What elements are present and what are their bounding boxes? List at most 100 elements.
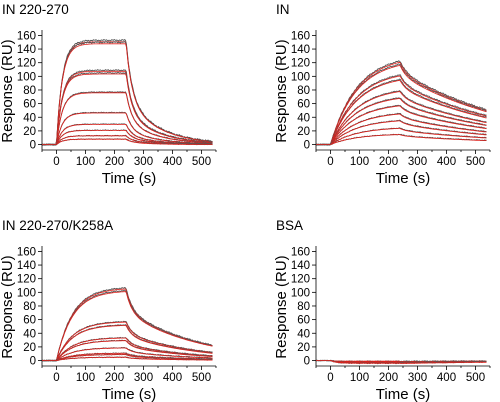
y-tick-label: 40 <box>23 328 36 340</box>
y-tick-label: 20 <box>23 126 36 138</box>
y-tick-label: 80 <box>297 301 310 313</box>
x-tick-label: 100 <box>350 372 369 384</box>
x-tick-label: 0 <box>53 156 59 168</box>
panel-title: IN 220-270 <box>2 2 69 17</box>
x-tick-label: 200 <box>379 372 398 384</box>
y-tick-label: 140 <box>291 260 310 272</box>
x-tick-label: 400 <box>163 372 182 384</box>
traces <box>316 60 487 146</box>
y-tick-label: 80 <box>23 301 36 313</box>
y-tick-label: 140 <box>17 260 36 272</box>
fit-trace <box>316 64 487 145</box>
fit-trace <box>42 347 213 361</box>
fit-trace <box>316 105 487 145</box>
fit-trace <box>316 75 487 145</box>
fit-trace <box>42 291 213 361</box>
fit-trace <box>42 43 213 145</box>
x-tick-label: 300 <box>408 372 427 384</box>
y-tick-label: 80 <box>297 85 310 97</box>
x-tick-label: 200 <box>105 372 124 384</box>
x-tick-label: 0 <box>53 372 59 384</box>
x-tick-label: 500 <box>192 156 211 168</box>
y-tick-label: 100 <box>17 287 36 299</box>
y-tick-label: 60 <box>23 315 36 327</box>
panel-title: IN 220-270/K258A <box>2 218 113 233</box>
y-tick-label: 80 <box>23 85 36 97</box>
y-tick-label: 160 <box>291 246 310 258</box>
y-tick-label: 120 <box>291 58 310 70</box>
fit-trace <box>42 73 213 145</box>
x-tick-label: 200 <box>105 156 124 168</box>
x-tick-label: 400 <box>437 156 456 168</box>
traces <box>316 359 487 365</box>
y-tick-label: 120 <box>291 274 310 286</box>
x-axis-title: Time (s) <box>376 386 430 402</box>
y-tick-label: 60 <box>23 99 36 111</box>
y-tick-label: 0 <box>30 140 36 152</box>
x-axis-title: Time (s) <box>376 170 430 187</box>
traces <box>42 38 213 147</box>
y-axis-title: Response (RU) <box>273 255 290 358</box>
y-tick-label: 140 <box>291 44 310 56</box>
x-axis-title: Time (s) <box>102 386 156 402</box>
y-tick-label: 120 <box>17 58 36 70</box>
x-tick-label: 400 <box>163 156 182 168</box>
fit-trace <box>316 134 487 145</box>
y-axis-title: Response (RU) <box>0 39 16 142</box>
fit-trace <box>316 61 487 145</box>
x-tick-label: 400 <box>437 372 456 384</box>
fit-trace <box>42 92 213 145</box>
x-tick-label: 500 <box>466 372 485 384</box>
y-tick-label: 120 <box>17 274 36 286</box>
x-tick-label: 100 <box>76 372 95 384</box>
y-tick-label: 40 <box>297 112 310 124</box>
fit-trace <box>316 127 487 145</box>
x-tick-label: 200 <box>379 156 398 168</box>
y-tick-label: 20 <box>297 342 310 354</box>
x-axis-title: Time (s) <box>102 170 156 187</box>
panel-title: BSA <box>276 218 303 233</box>
y-tick-label: 160 <box>17 246 36 258</box>
y-tick-label: 0 <box>304 140 310 152</box>
fit-trace <box>42 356 213 361</box>
fit-trace <box>42 112 213 145</box>
x-tick-label: 500 <box>466 156 485 168</box>
y-tick-label: 160 <box>17 30 36 42</box>
x-tick-label: 100 <box>350 156 369 168</box>
y-tick-label: 100 <box>17 71 36 83</box>
y-tick-label: 0 <box>304 356 310 368</box>
fit-trace <box>316 360 487 364</box>
fit-trace <box>316 120 487 145</box>
fit-trace <box>42 354 213 361</box>
x-tick-label: 300 <box>408 156 427 168</box>
fit-trace <box>316 113 487 145</box>
fit-trace <box>316 79 487 145</box>
y-tick-label: 160 <box>291 30 310 42</box>
y-tick-label: 60 <box>297 315 310 327</box>
y-tick-label: 100 <box>291 287 310 299</box>
x-tick-label: 300 <box>134 372 153 384</box>
y-tick-label: 20 <box>23 342 36 354</box>
x-tick-label: 0 <box>327 372 333 384</box>
fit-trace <box>42 340 213 361</box>
y-tick-label: 100 <box>291 71 310 83</box>
traces <box>42 286 213 362</box>
x-tick-label: 300 <box>134 156 153 168</box>
x-tick-label: 500 <box>192 372 211 384</box>
panel-title: IN <box>276 2 290 17</box>
x-tick-label: 0 <box>327 156 333 168</box>
y-tick-label: 60 <box>297 99 310 111</box>
fit-trace <box>316 91 487 145</box>
fit-trace <box>42 324 213 361</box>
y-tick-label: 140 <box>17 44 36 56</box>
y-tick-label: 0 <box>30 356 36 368</box>
y-axis-title: Response (RU) <box>0 255 16 358</box>
fit-trace <box>42 138 213 146</box>
fit-trace <box>316 98 487 145</box>
y-tick-label: 40 <box>23 112 36 124</box>
